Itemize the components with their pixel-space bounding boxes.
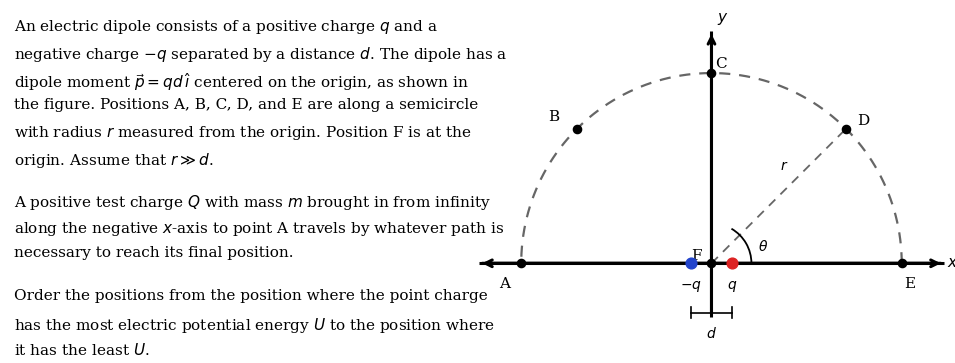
Text: An electric dipole consists of a positive charge $q$ and a: An electric dipole consists of a positiv…	[14, 18, 438, 36]
Text: F: F	[691, 249, 702, 263]
Text: D: D	[857, 114, 869, 128]
Text: the figure. Positions A, B, C, D, and E are along a semicircle: the figure. Positions A, B, C, D, and E …	[14, 98, 478, 112]
Text: it has the least $U$.: it has the least $U$.	[14, 342, 150, 358]
Text: $q$: $q$	[728, 280, 737, 294]
Point	[704, 70, 719, 76]
Text: has the most electric potential energy $U$ to the position where: has the most electric potential energy $…	[14, 316, 495, 335]
Point	[569, 126, 584, 132]
Point	[683, 260, 698, 266]
Point	[838, 126, 854, 132]
Text: E: E	[903, 277, 915, 291]
Point	[894, 260, 909, 266]
Text: B: B	[548, 110, 560, 125]
Text: $\theta$: $\theta$	[757, 239, 768, 254]
Text: negative charge $-q$ separated by a distance $d$. The dipole has a: negative charge $-q$ separated by a dist…	[14, 45, 508, 64]
Text: with radius $r$ measured from the origin. Position F is at the: with radius $r$ measured from the origin…	[14, 124, 472, 142]
Text: $y$: $y$	[717, 11, 729, 27]
Text: $x$: $x$	[947, 256, 955, 270]
Text: origin. Assume that $r \gg d$.: origin. Assume that $r \gg d$.	[14, 151, 214, 170]
Point	[704, 260, 719, 266]
Text: $r$: $r$	[779, 159, 788, 173]
Text: Order the positions from the position where the point charge: Order the positions from the position wh…	[14, 289, 488, 303]
Point	[514, 260, 529, 266]
Text: A: A	[499, 277, 510, 291]
Text: along the negative $x$-axis to point A travels by whatever path is: along the negative $x$-axis to point A t…	[14, 220, 504, 238]
Point	[725, 260, 740, 266]
Text: C: C	[715, 57, 727, 70]
Text: $-q$: $-q$	[680, 280, 702, 294]
Text: A positive test charge $Q$ with mass $m$ brought in from infinity: A positive test charge $Q$ with mass $m$…	[14, 193, 491, 212]
Text: necessary to reach its final position.: necessary to reach its final position.	[14, 246, 293, 261]
Text: dipole moment $\vec{p} = qd\,\hat{\imath}$ centered on the origin, as shown in: dipole moment $\vec{p} = qd\,\hat{\imath…	[14, 71, 469, 93]
Text: $d$: $d$	[706, 326, 717, 341]
